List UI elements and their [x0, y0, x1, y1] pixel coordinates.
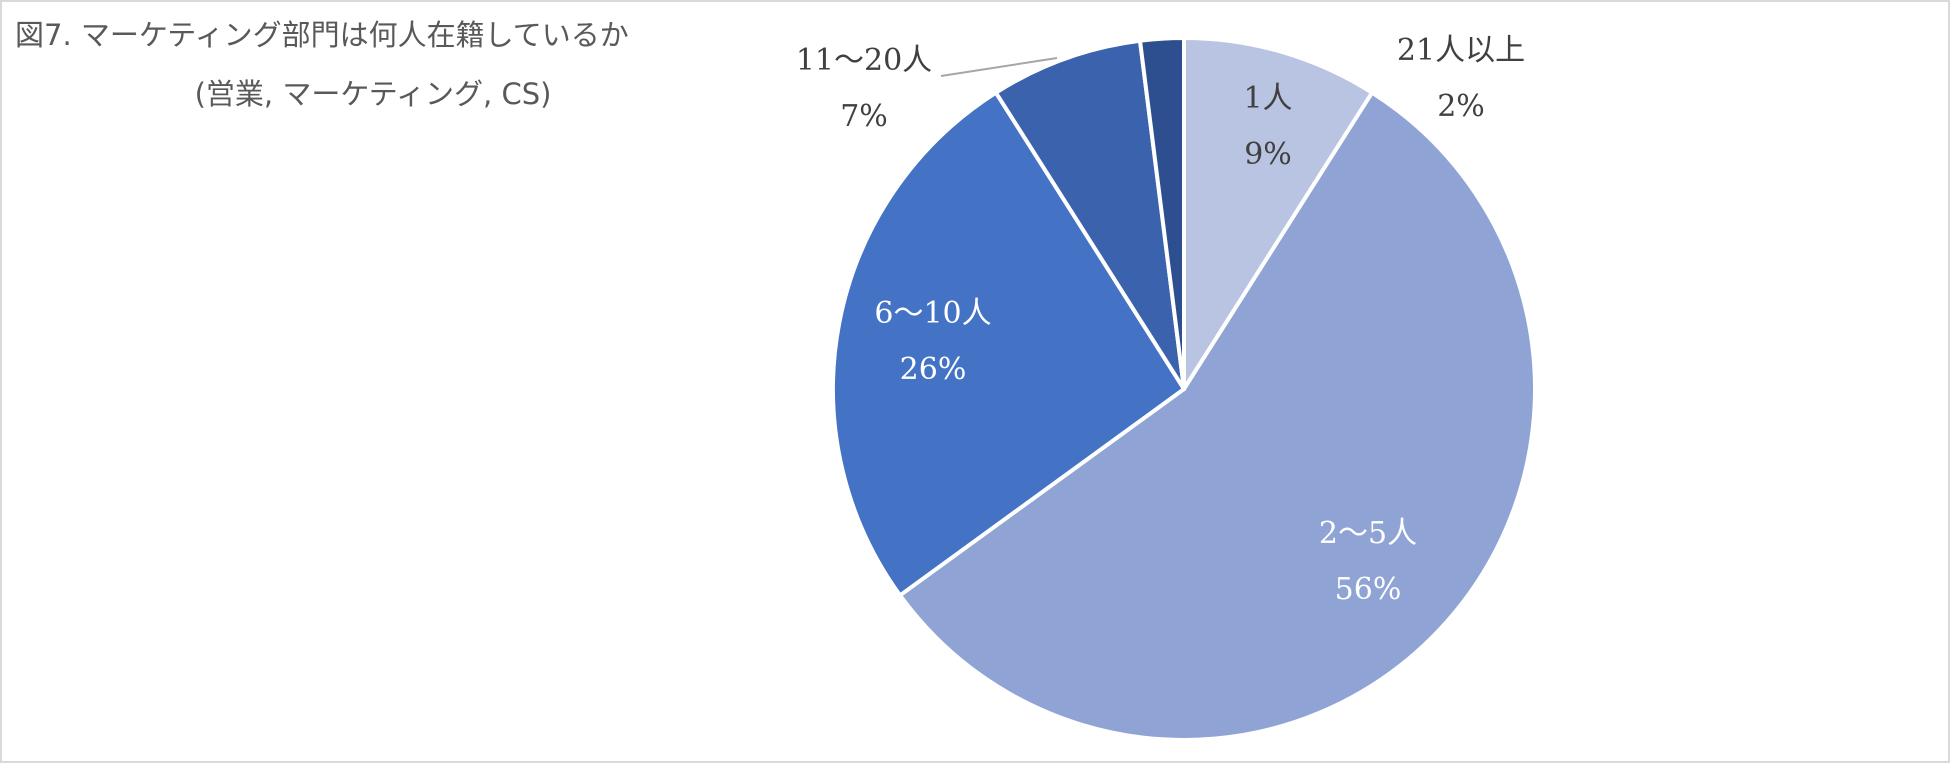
slice-value-label: 2% — [1437, 89, 1485, 124]
slice-category-label: 21人以上 — [1397, 33, 1525, 68]
slice-category-label: 1人 — [1243, 81, 1292, 116]
slice-value-label: 56% — [1335, 572, 1402, 607]
pie-slice — [898, 90, 1537, 742]
pie-slice — [993, 38, 1186, 391]
pie-slice — [1182, 36, 1375, 391]
slice-value-label: 7% — [840, 99, 888, 134]
leader-line — [940, 57, 1058, 77]
pie-slice — [831, 90, 1186, 598]
slice-value-label: 9% — [1244, 137, 1292, 172]
pie-slice — [1138, 36, 1186, 391]
chart-title: 図7. マーケティング部門は何人在籍しているか — [15, 18, 629, 52]
slice-category-label: 11〜20人 — [796, 43, 932, 78]
slice-value-label: 26% — [900, 352, 967, 387]
slice-category-label: 6〜10人 — [874, 296, 991, 331]
slice-category-label: 2〜5人 — [1319, 516, 1417, 551]
chart-subtitle: (営業, マーケティング, CS) — [195, 77, 552, 111]
